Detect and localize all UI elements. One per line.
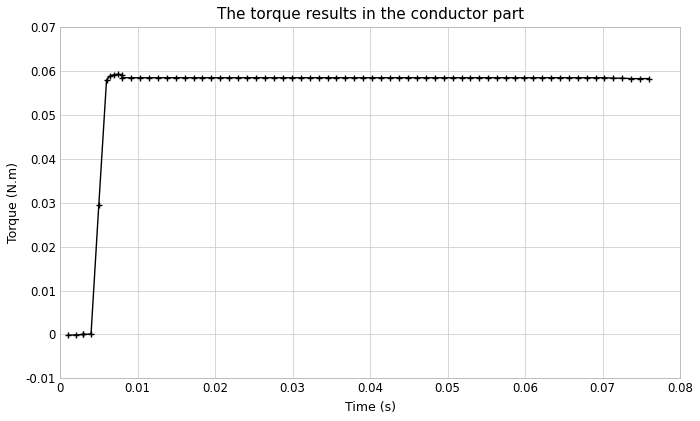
X-axis label: Time (s): Time (s) — [344, 401, 395, 414]
Title: The torque results in the conductor part: The torque results in the conductor part — [216, 7, 524, 22]
Y-axis label: Torque (N.m): Torque (N.m) — [7, 163, 20, 243]
